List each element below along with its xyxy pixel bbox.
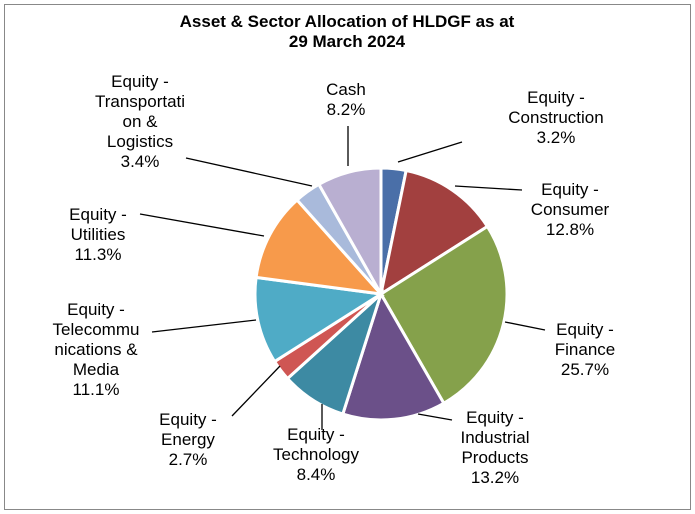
value-label: 2.7% — [168, 450, 208, 469]
category-label: Equity - Transportati on & Logistics — [94, 72, 186, 151]
slice-label: Equity - Finance 25.7% — [555, 320, 615, 380]
value-label: 8.4% — [296, 465, 336, 484]
leader-line — [185, 157, 313, 187]
category-label: Equity - Utilities — [69, 205, 127, 244]
category-label: Equity - Construction — [508, 88, 604, 127]
pie-slice — [253, 275, 386, 364]
value-label: 8.2% — [326, 100, 366, 119]
value-label: 11.1% — [72, 380, 120, 399]
slice-label: Equity - Construction 3.2% — [508, 88, 603, 148]
category-label: Equity - Telecommu nications & Media — [52, 300, 140, 379]
pie-slice — [378, 168, 490, 298]
leader-line — [417, 413, 453, 421]
value-label: 11.3% — [74, 245, 122, 264]
pie-slice — [316, 166, 383, 300]
value-label: 3.4% — [120, 152, 160, 171]
category-label: Cash — [326, 80, 366, 99]
category-label: Equity - Consumer — [530, 180, 610, 219]
pie-slice — [254, 197, 385, 297]
slice-label: Equity - Energy 2.7% — [159, 410, 217, 470]
slice-label: Equity - Industrial Products 13.2% — [461, 408, 530, 488]
slice-label: Cash 8.2% — [326, 80, 366, 120]
value-label: 13.2% — [470, 468, 520, 487]
leader-line — [139, 213, 265, 237]
pie-slice — [378, 224, 509, 406]
slice-label: Equity - Technology 8.4% — [273, 425, 359, 485]
leader-line — [454, 185, 523, 191]
slice-label: Equity - Consumer 12.8% — [531, 180, 609, 240]
leader-line — [504, 321, 546, 331]
value-label: 12.8% — [545, 220, 595, 239]
chart-title: Asset & Sector Allocation of HLDGF as at… — [179, 12, 515, 51]
category-label: Equity - Energy — [159, 410, 217, 449]
category-label: Equity - Technology — [272, 425, 360, 464]
slice-label: Equity - Transportati on & Logistics 3.4% — [95, 72, 185, 172]
leader-line — [397, 141, 463, 163]
leader-line — [151, 319, 257, 333]
pie-slice — [340, 290, 446, 422]
slice-label: Equity - Telecommu nications & Media 11.1… — [53, 300, 140, 400]
leader-line — [231, 365, 281, 417]
slice-label: Equity - Utilities 11.3% — [69, 205, 127, 265]
value-label: 25.7% — [560, 360, 610, 379]
category-label: Equity - Industrial Products — [460, 408, 530, 467]
category-label: Equity - Finance — [554, 320, 616, 359]
value-label: 3.2% — [536, 128, 576, 147]
